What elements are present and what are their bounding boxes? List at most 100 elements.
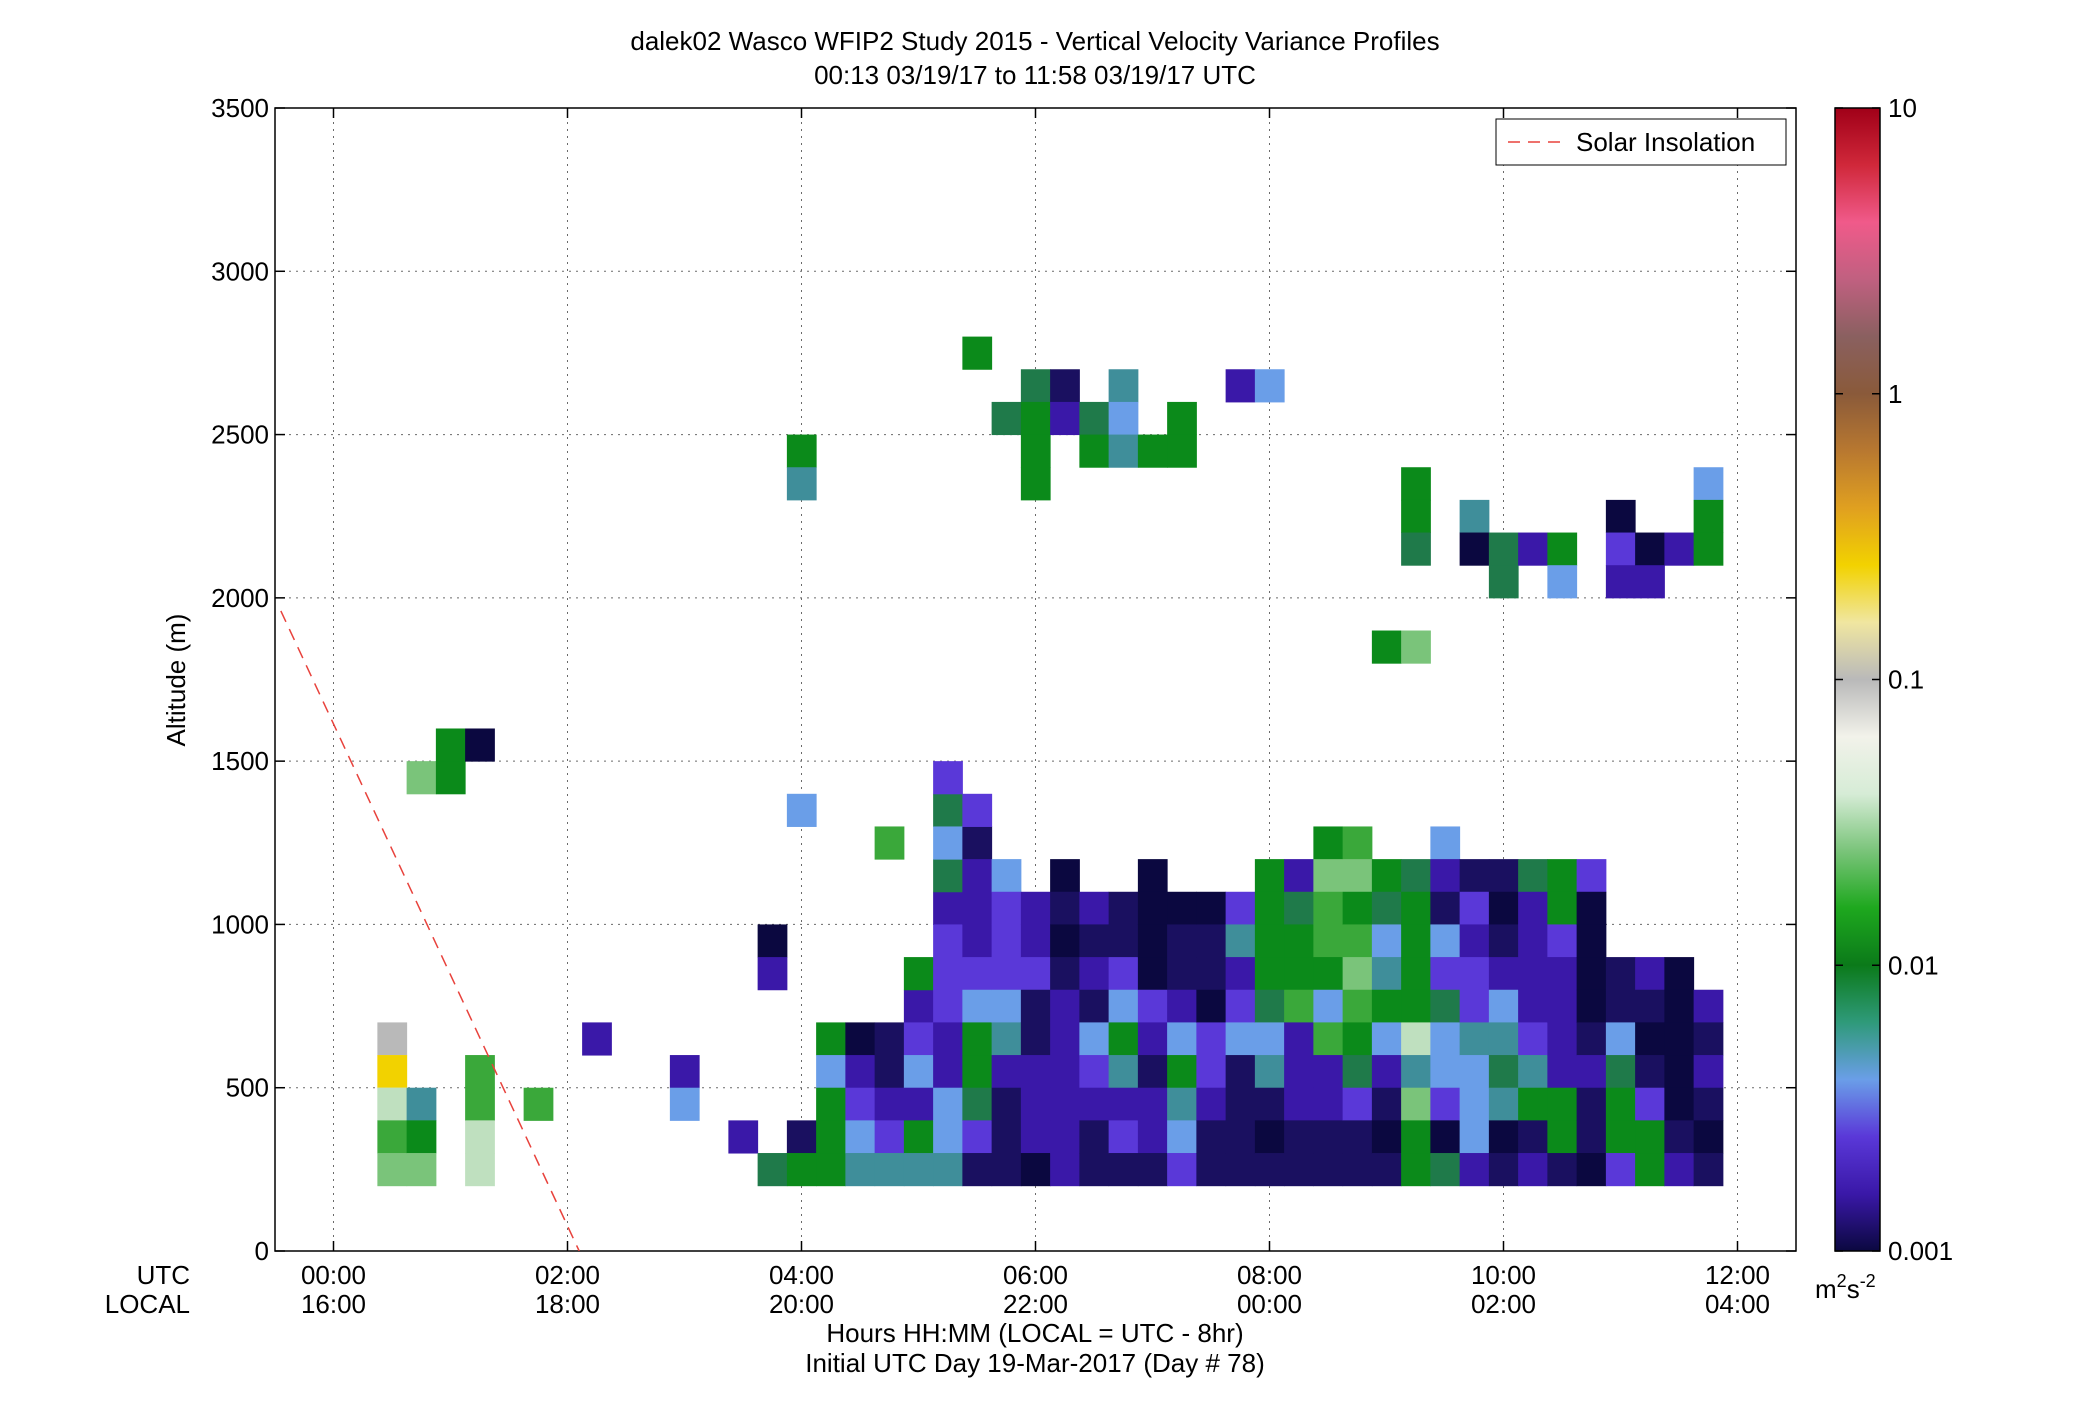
heatmap-cell: [1313, 924, 1344, 958]
heatmap-cell: [757, 957, 788, 991]
y-tick-label: 3500: [211, 93, 269, 123]
heatmap-cell: [1547, 1153, 1578, 1187]
x-tick-label-local: 20:00: [769, 1289, 834, 1319]
heatmap-cell: [903, 1087, 934, 1121]
heatmap-cell: [962, 859, 993, 893]
heatmap-cell: [1459, 1120, 1490, 1154]
heatmap-cell: [845, 1153, 876, 1187]
heatmap-cell: [1020, 1153, 1051, 1187]
heatmap-cell: [1342, 859, 1373, 893]
heatmap-cell: [1664, 1022, 1695, 1056]
heatmap-cell: [1547, 957, 1578, 991]
heatmap-cell: [962, 891, 993, 925]
heatmap-cell: [991, 1120, 1022, 1154]
heatmap-cell: [1137, 1055, 1168, 1089]
heatmap-cell: [1488, 924, 1519, 958]
heatmap-cell: [1167, 989, 1197, 1023]
heatmap-cell: [377, 1022, 408, 1056]
heatmap-cell: [1459, 859, 1490, 893]
heatmap-cell: [816, 1087, 846, 1121]
heatmap-cell: [845, 1022, 876, 1056]
heatmap-cell: [1079, 1055, 1110, 1089]
heatmap-cell: [991, 957, 1022, 991]
heatmap-cell: [1313, 1055, 1344, 1089]
heatmap-cell: [1547, 1120, 1578, 1154]
x-row-label-utc: UTC: [137, 1260, 190, 1290]
heatmap-cell: [1079, 1087, 1110, 1121]
heatmap-cell: [1167, 924, 1197, 958]
heatmap-cell: [903, 1055, 934, 1089]
x-tick-label-utc: 10:00: [1471, 1260, 1536, 1290]
heatmap-cell: [1547, 1022, 1578, 1056]
heatmap-cell: [377, 1055, 408, 1089]
heatmap-cell: [1664, 957, 1695, 991]
heatmap-cell: [991, 401, 1022, 436]
heatmap-cell: [1079, 434, 1110, 468]
heatmap-cell: [816, 1055, 846, 1089]
heatmap-cell: [523, 1087, 554, 1121]
heatmap-cell: [1108, 924, 1139, 958]
y-tick-label: 500: [226, 1073, 269, 1103]
heatmap-cell: [1313, 1087, 1344, 1121]
heatmap-cell: [1254, 1087, 1285, 1121]
y-tick-label: 1500: [211, 746, 269, 776]
heatmap-cell: [1342, 1055, 1373, 1089]
heatmap-cell: [1342, 891, 1373, 925]
heatmap-cell: [1254, 957, 1285, 991]
heatmap-cell: [1050, 401, 1080, 436]
heatmap-cell: [1342, 989, 1373, 1023]
heatmap-cell: [1079, 891, 1110, 925]
heatmap-cell: [1576, 1055, 1607, 1089]
heatmap-cell: [874, 1153, 905, 1187]
heatmap-cell: [1050, 957, 1080, 991]
heatmap-cell: [1401, 467, 1431, 501]
heatmap-cell: [1430, 1087, 1461, 1121]
heatmap-cell: [1518, 1087, 1548, 1121]
heatmap-cell: [465, 728, 495, 762]
heatmap-cell: [1196, 1153, 1227, 1187]
heatmap-cell: [1371, 859, 1402, 893]
heatmap-cell: [669, 1087, 700, 1121]
heatmap-cell: [1459, 957, 1490, 991]
heatmap-cell: [1635, 1055, 1665, 1089]
heatmap-cell: [1518, 989, 1548, 1023]
heatmap-cell: [1401, 1022, 1431, 1056]
heatmap-cell: [1488, 1120, 1519, 1154]
heatmap-cell: [1371, 1120, 1402, 1154]
heatmap-cell: [1342, 1022, 1373, 1056]
heatmap-cell: [786, 434, 817, 468]
heatmap-cell: [1225, 1120, 1256, 1154]
heatmap-cell: [1371, 1153, 1402, 1187]
heatmap-cell: [1254, 1153, 1285, 1187]
heatmap-cell: [1576, 989, 1607, 1023]
heatmap-cell: [1020, 1022, 1051, 1056]
heatmap-cell: [962, 989, 993, 1023]
heatmap-cell: [1196, 891, 1227, 925]
heatmap-cell: [845, 1087, 876, 1121]
heatmap-cell: [1518, 891, 1548, 925]
heatmap-cell: [377, 1087, 408, 1121]
heatmap-cell: [1342, 957, 1373, 991]
heatmap-cell: [933, 957, 963, 991]
heatmap-cell: [962, 1087, 993, 1121]
heatmap-cell: [1137, 957, 1168, 991]
heatmap-cell: [1430, 1153, 1461, 1187]
heatmap-cell: [1225, 989, 1256, 1023]
heatmap-cells: [377, 336, 1724, 1187]
heatmap-cell: [1371, 1022, 1402, 1056]
heatmap-cell: [1313, 989, 1344, 1023]
heatmap-cell: [1225, 924, 1256, 958]
heatmap-cell: [1050, 1120, 1080, 1154]
colorbar-tick-label: 1: [1888, 379, 1902, 409]
heatmap-cell: [1284, 924, 1314, 958]
heatmap-cell: [991, 1055, 1022, 1089]
heatmap-cell: [406, 761, 437, 795]
heatmap-cell: [1196, 924, 1227, 958]
heatmap-cell: [1518, 1153, 1548, 1187]
heatmap-cell: [1518, 532, 1548, 566]
heatmap-cell: [1401, 957, 1431, 991]
heatmap-cell: [1547, 532, 1578, 566]
heatmap-cell: [1401, 630, 1431, 664]
x-tick-label-local: 18:00: [535, 1289, 600, 1319]
heatmap-cell: [1488, 1087, 1519, 1121]
